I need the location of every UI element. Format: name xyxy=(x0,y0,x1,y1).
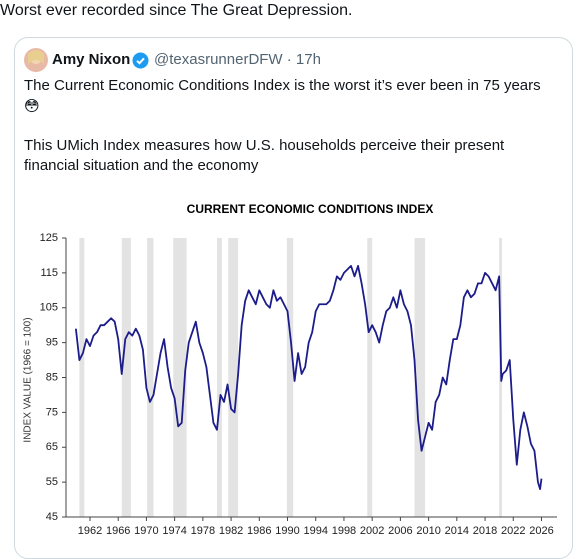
y-tick-label: 55 xyxy=(46,476,58,488)
x-tick-label: 1966 xyxy=(106,525,130,537)
y-tick-label: 85 xyxy=(46,371,58,383)
shaded-period xyxy=(173,238,187,517)
x-tick-label: 1994 xyxy=(303,525,327,537)
shaded-period xyxy=(121,238,131,517)
shaded-period xyxy=(228,238,239,517)
y-tick-label: 115 xyxy=(40,267,58,279)
chart: CURRENT ECONOMIC CONDITIONS INDEX INDEX … xyxy=(15,190,571,545)
shaded-period xyxy=(367,238,373,517)
quote-line: The Current Economic Conditions Index is… xyxy=(24,77,541,94)
x-tick-label: 1986 xyxy=(247,525,271,537)
y-tick-label: 75 xyxy=(46,406,58,418)
x-tick-label: 2026 xyxy=(529,525,553,537)
y-axis-label: INDEX VALUE (1966 = 100) xyxy=(23,317,34,442)
y-tick-label: 105 xyxy=(40,302,58,314)
author-handle[interactable]: @texasrunnerDFW · 17h xyxy=(154,51,321,68)
shaded-period xyxy=(147,238,154,517)
post-text: Worst ever recorded since The Great Depr… xyxy=(0,2,353,19)
line-series xyxy=(74,265,543,490)
shaded-period xyxy=(286,238,294,517)
author-name[interactable]: Amy Nixon xyxy=(52,51,131,68)
avatar[interactable] xyxy=(24,48,48,72)
x-tick-label: 2022 xyxy=(501,525,525,537)
verified-badge xyxy=(132,52,149,69)
x-tick-label: 1970 xyxy=(134,525,158,537)
x-tick-label: 2018 xyxy=(473,525,497,537)
x-tick-label: 2010 xyxy=(416,525,440,537)
x-tick-label: 1982 xyxy=(219,525,243,537)
shaded-period xyxy=(79,238,85,517)
x-tick-label: 1978 xyxy=(191,525,215,537)
chart-title: CURRENT ECONOMIC CONDITIONS INDEX xyxy=(187,202,434,216)
y-tick-label: 65 xyxy=(46,441,58,453)
x-tick-label: 1990 xyxy=(275,525,299,537)
quote-line: financial situation and the economy xyxy=(24,157,259,174)
x-tick-label: 1974 xyxy=(162,525,186,537)
x-tick-label: 1998 xyxy=(332,525,356,537)
y-tick-label: 45 xyxy=(46,511,58,523)
x-tick-label: 2006 xyxy=(388,525,412,537)
y-tick-label: 125 xyxy=(40,232,58,244)
y-tick-label: 95 xyxy=(46,337,58,349)
x-tick-label: 2002 xyxy=(360,525,384,537)
shaded-period xyxy=(414,238,426,517)
shaded-period xyxy=(216,238,222,517)
x-tick-label: 1962 xyxy=(78,525,102,537)
quote-line: This UMich Index measures how U.S. house… xyxy=(24,137,505,154)
quote-emoji: 😳 xyxy=(24,98,40,115)
x-tick-label: 2014 xyxy=(445,525,469,537)
